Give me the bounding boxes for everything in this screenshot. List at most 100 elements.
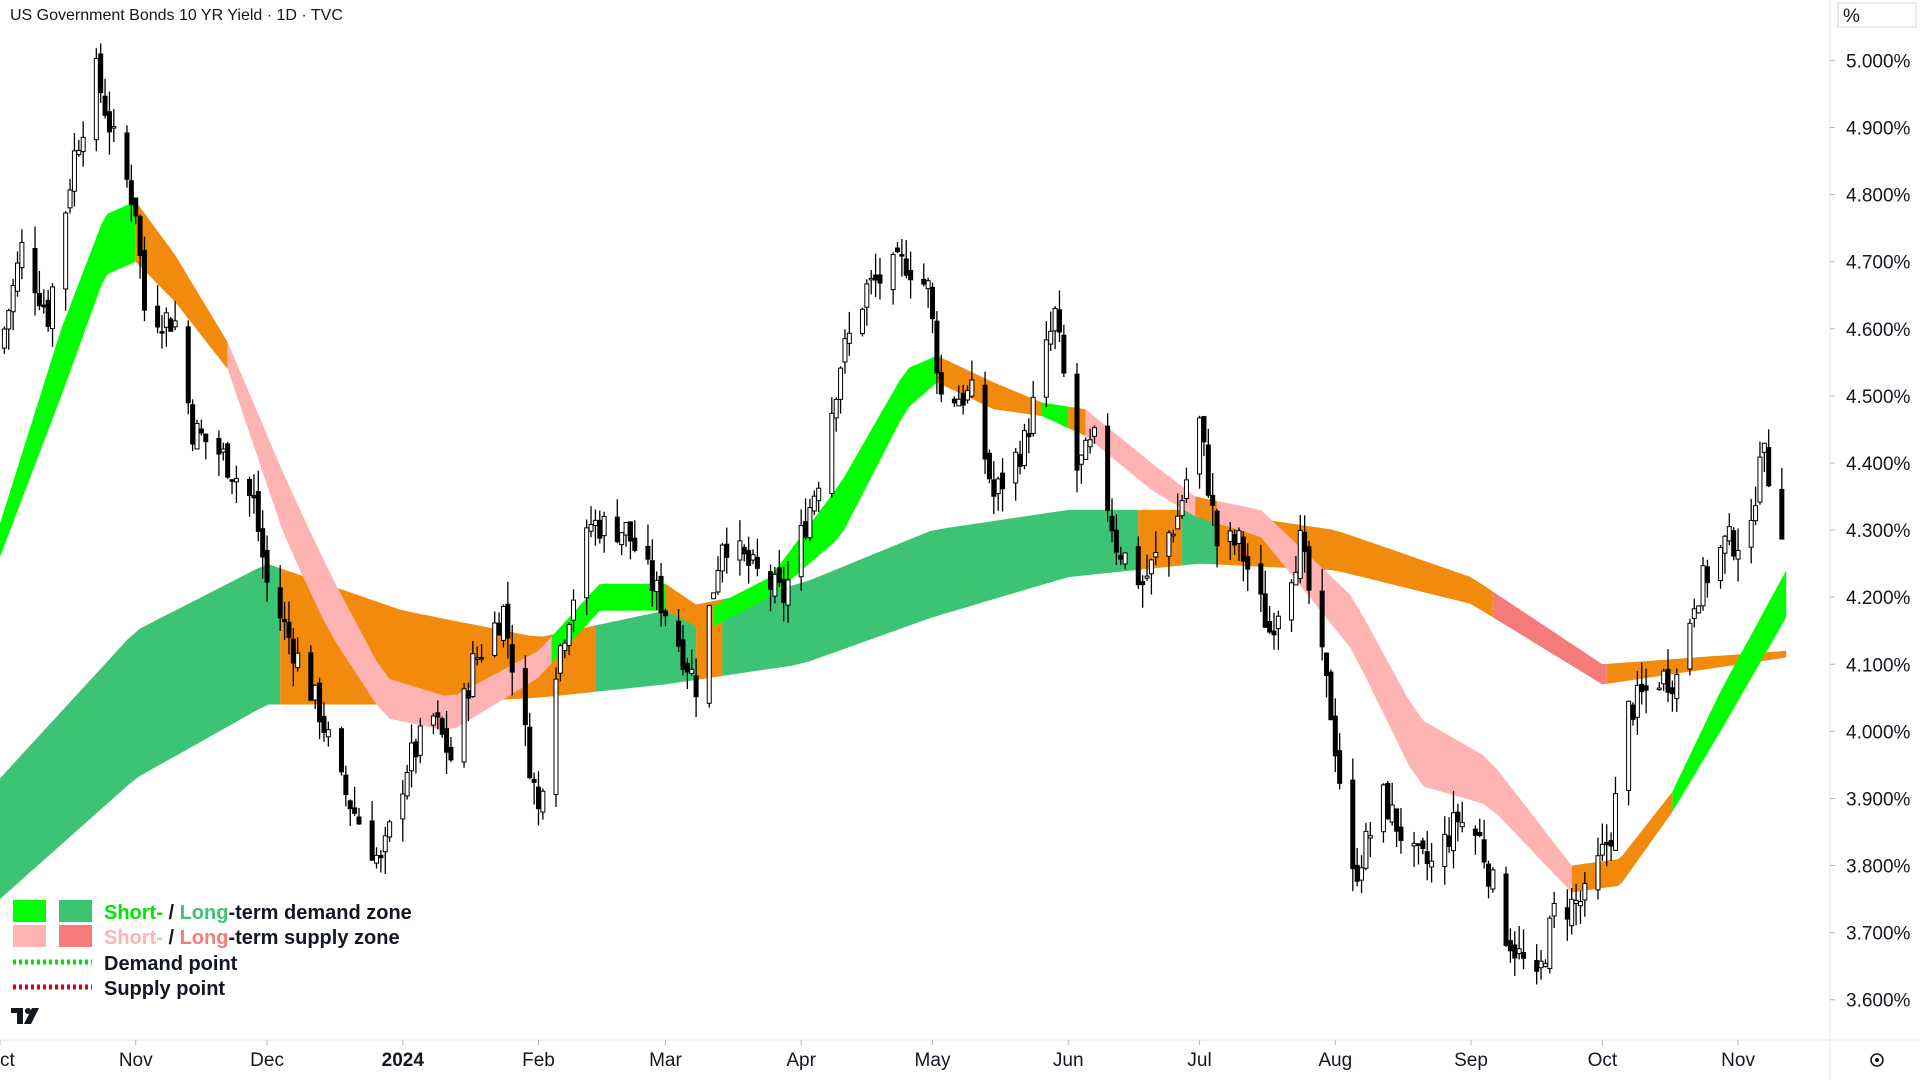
candle-up [111, 126, 117, 129]
candle-down [465, 690, 471, 699]
candle-down [676, 620, 682, 647]
candle-down [321, 715, 327, 734]
candle-down [369, 820, 375, 861]
candle-up [1599, 843, 1605, 856]
candle-down [479, 657, 485, 660]
candle-down [1424, 851, 1430, 864]
candle-up [387, 821, 393, 838]
candle-down [496, 622, 502, 636]
candle-down [1328, 671, 1334, 721]
candle-down [225, 443, 231, 478]
candle-down [1766, 447, 1772, 487]
tradingview-logo-icon[interactable] [11, 1008, 39, 1024]
candle-down [1512, 944, 1518, 959]
candle-down [159, 331, 165, 334]
candle-down [439, 718, 445, 735]
short-zone-short-term-supply-segment [1217, 501, 1572, 893]
candle-up [1718, 547, 1724, 582]
candle-up [842, 338, 848, 363]
candle-down [768, 571, 774, 590]
candle-up [80, 136, 86, 153]
candle-down [1507, 940, 1513, 952]
candle-down [229, 479, 235, 482]
candle-up [1735, 549, 1741, 560]
candle-up [829, 412, 835, 494]
price-tick-label: 3.800% [1846, 857, 1911, 878]
candle-down [413, 741, 419, 758]
candle-down [1113, 529, 1119, 553]
candle-up [654, 579, 660, 593]
candle-up [1761, 442, 1767, 453]
unit-label-box[interactable] [1837, 2, 1917, 28]
candle-up [601, 515, 607, 537]
candle-up [711, 592, 717, 600]
candle-up [50, 286, 56, 330]
candle-down [741, 546, 747, 555]
candle-down [1000, 472, 1006, 490]
candle-down [899, 254, 905, 257]
candle-up [1542, 963, 1548, 967]
unit-label: % [1843, 6, 1860, 27]
candle-down [1074, 373, 1080, 471]
candle-up [1275, 615, 1281, 630]
candle-down [1669, 687, 1675, 695]
candle-down [1630, 704, 1636, 720]
candle-down [277, 587, 283, 619]
candle-down [986, 452, 992, 480]
candle-down [908, 270, 914, 281]
candle-up [1021, 430, 1027, 467]
candle-down [41, 304, 47, 308]
candle-down [649, 560, 655, 591]
candle-down [921, 278, 927, 285]
legend-demand-long: Long [180, 902, 229, 924]
price-tick-label: 4.700% [1846, 253, 1911, 274]
candle-down [724, 543, 730, 558]
candle-down [1201, 416, 1207, 443]
candle-down [1704, 566, 1710, 584]
short-zone-neutral-segment [936, 355, 1042, 416]
candle-up [404, 771, 410, 797]
candle-up [470, 653, 476, 698]
candle-up [584, 527, 590, 599]
time-tick-label: May [915, 1050, 951, 1071]
candle-down [505, 603, 511, 639]
candle-up [10, 285, 16, 313]
candle-up [1166, 532, 1172, 557]
zone-bands [0, 201, 1787, 900]
candle-down [1026, 432, 1032, 438]
candle-down [776, 567, 782, 583]
candle-down [930, 286, 936, 320]
time-tick-label: Apr [786, 1050, 816, 1071]
price-tick-label: 4.900% [1846, 118, 1911, 139]
legend-supply-point: Supply point [104, 978, 225, 1000]
candle-up [1538, 960, 1544, 969]
candle-down [1324, 652, 1330, 677]
price-axis[interactable]: 5.000% 4.900% 4.800% 4.700% 4.600% 4.500% 4.40… [1830, 51, 1911, 1012]
candle-down [1608, 840, 1614, 847]
candle-up [500, 606, 506, 641]
candle-up [1442, 833, 1448, 867]
long-zone-long-term-demand-segment [722, 509, 1139, 676]
candle-up [965, 390, 971, 401]
candle-down [168, 318, 174, 332]
candle-down [102, 95, 108, 116]
candle-up [71, 150, 77, 192]
candle-down [1118, 555, 1124, 560]
candle-up [172, 320, 178, 328]
candle-up [67, 189, 73, 209]
time-axis[interactable]: Oct Nov Dec 2024 Feb Mar Apr May Jun Jul Aug Sep Oct… [0, 1040, 1755, 1071]
candle-down [435, 712, 441, 718]
legend-supply-short: Short- [104, 927, 163, 949]
candle-down [282, 618, 288, 623]
time-tick-label: Oct [0, 1050, 15, 1071]
short-zone-short-term-demand-segment [551, 583, 666, 664]
candle-up [1634, 684, 1640, 718]
long-zone-long-term-demand-segment [1182, 509, 1218, 566]
candle-up [492, 622, 498, 656]
candle-up [63, 212, 69, 290]
candle-up [772, 573, 778, 597]
candle-up [1122, 552, 1128, 565]
candle-up [1547, 917, 1553, 970]
gear-icon[interactable] [1870, 1053, 1884, 1067]
candle-up [1459, 822, 1465, 828]
